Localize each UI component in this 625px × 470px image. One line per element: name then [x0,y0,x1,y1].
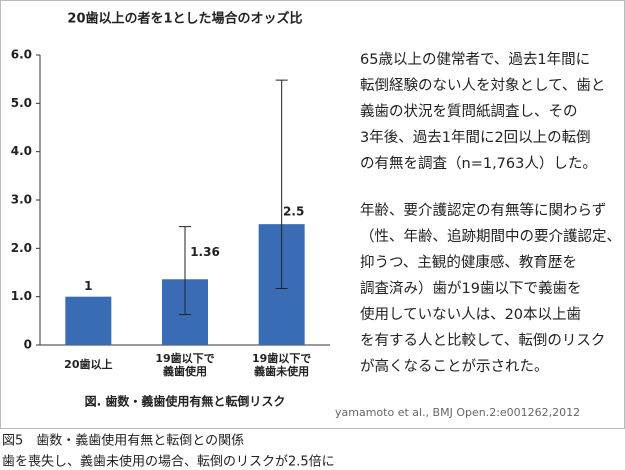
error-bar [179,226,191,316]
paragraph-line: （性、年齢、追跡期間中の要介護認定、 [360,228,621,245]
value-label: 1.36 [190,245,220,259]
y-tick-label: 5.0 [11,96,32,110]
y-tick-label: 3.0 [11,193,32,207]
paragraph-line: 年齢、要介護認定の有無等に関わらず [360,201,606,219]
paragraph-line: が高くなることが示された。 [360,358,549,375]
caption-text: 歯を喪失し、義歯未使用の場合、転倒のリスクが2.5倍に [2,454,335,470]
caption-title: 図5 歯数・義歯使用有無と転倒との関係 [2,433,244,449]
chart-title: 20歯以上の者を1とした場合のオッズ比 [67,11,302,27]
paragraph-line: 3年後、過去1年間に2回以上の転倒 [360,129,591,146]
figure-frame [0,0,625,429]
x-tick-label: 20歯以上 [64,357,112,371]
paragraph-line: 調査済み）歯が19歯以下で義歯を [360,280,581,297]
x-tick-label: 19歯以下で義歯未使用 [252,351,311,378]
x-tick-label: 19歯以下で義歯使用 [155,351,214,378]
paragraph-line: 使用していない人は、20本以上歯 [360,306,581,323]
paragraph-line: を有する人と比較して、転倒のリスク [360,331,605,349]
y-tick-label: 6.0 [11,48,32,62]
y-tick-label: 1.0 [11,289,32,303]
x-axis-label: 図. 歯数・義歯使用有無と転倒リスク [85,394,286,409]
y-tick-label: 4.0 [11,144,32,158]
error-bar [275,79,288,289]
bar [65,296,112,345]
paragraph-line: の有無を調査（n=1,763人）した。 [360,155,597,172]
paragraph-line: 転倒経験のない人を対象として、歯と [360,77,605,94]
paragraph-line: 義歯の状況を質問紙調査し、その [360,102,578,120]
paragraph-line: 65歳以上の健常者で、過去1年間に [360,51,590,68]
y-tick-label: 2.0 [11,241,32,255]
value-label: 1 [84,279,92,293]
value-label: 2.5 [283,205,304,219]
y-tick-label: 0 [24,338,32,352]
source: yamamoto et al., BMJ Open.2:e001262,2012 [335,406,580,419]
paragraph-line: 抑うつ、主観的健康感、教育歴を [360,254,577,271]
